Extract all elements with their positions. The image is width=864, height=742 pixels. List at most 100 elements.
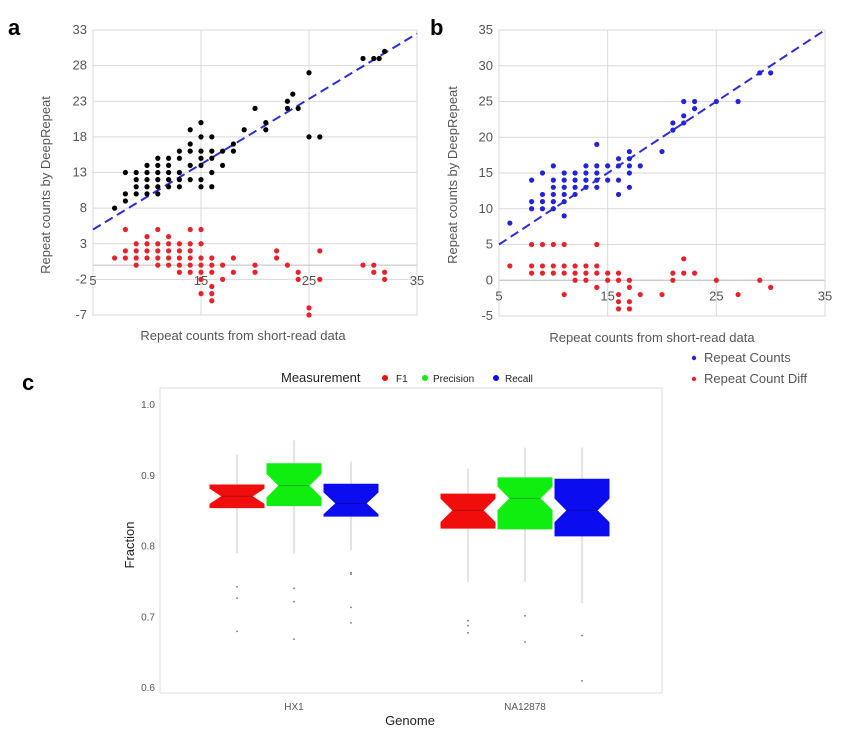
panel-b-point-repeat-counts: [681, 98, 687, 105]
panel-a-point-repeat-counts: [166, 162, 172, 168]
panel-a-point-repeat-counts: [198, 184, 204, 190]
panel-a-point-repeat-counts: [382, 48, 388, 54]
panel-a-point-repeat-counts: [166, 184, 172, 190]
panel-a-point-repeat-counts: [209, 184, 215, 190]
panel-a-point-repeat-counts: [133, 169, 139, 176]
panel-b-point-repeat-count-diff: [561, 270, 567, 276]
panel-a-x-tick-label: 35: [410, 273, 424, 288]
panel-c-x-ticks: HX1 NA12878: [284, 702, 546, 713]
panel-a-point-repeat-counts: [252, 105, 258, 111]
panel-c-boxes: [209, 440, 610, 682]
panel-c-y-tick-label: 0.8: [141, 542, 155, 553]
panel-b-x-tick-label: 15: [600, 288, 614, 303]
panel-b-point-repeat-count-diff: [615, 291, 622, 298]
panel-b-point-repeat-counts: [539, 191, 546, 198]
panel-a-fit-line: [92, 32, 418, 231]
panel-a-point-repeat-counts: [144, 177, 150, 183]
box-precision-hx1-outlier: [293, 587, 295, 590]
panel-b-point-repeat-count-diff: [735, 291, 741, 298]
panel-b-point-repeat-counts: [529, 206, 535, 212]
panel-a-point-repeat-count-diff: [209, 283, 215, 290]
panel-b-point-repeat-counts: [550, 163, 556, 169]
panel-b-point-repeat-count-diff: [539, 270, 546, 276]
panel-b-point-repeat-counts: [659, 148, 665, 155]
panel-b-point-repeat-count-diff: [594, 263, 600, 269]
panel-b-y-tick-label: -5: [481, 308, 493, 323]
panel-a-point-repeat-counts: [133, 177, 139, 183]
box-recall-na12878-outlier: [581, 634, 583, 637]
panel-a-point-repeat-count-diff: [274, 255, 280, 261]
panel-a-point-repeat-counts: [176, 169, 182, 176]
panel-a-point-repeat-counts: [176, 155, 182, 161]
panel-b-point-repeat-count-diff: [550, 263, 556, 269]
panel-b-point-repeat-count-diff: [713, 277, 719, 283]
panel-b-point-repeat-count-diff: [681, 270, 687, 276]
panel-b-point-repeat-count-diff: [539, 263, 546, 269]
panel-b-point-repeat-count-diff: [626, 306, 633, 312]
panel-c: c Measurement F1 Precision Recall 0.6 0.7…: [22, 370, 663, 728]
panel-a-point-repeat-count-diff: [187, 248, 193, 254]
panel-b-point-repeat-counts: [572, 191, 578, 198]
panel-b-point-repeat-counts: [681, 113, 687, 119]
panel-a-point-repeat-count-diff: [144, 255, 150, 261]
panel-a-y-tick-label: 33: [73, 22, 87, 37]
panel-a-point-repeat-counts: [144, 191, 150, 197]
panel-a-point-repeat-counts: [209, 148, 215, 154]
panel-b-point-repeat-count-diff: [583, 263, 589, 269]
panel-a-point-repeat-counts: [187, 162, 193, 168]
panel-a-point-repeat-counts: [371, 55, 377, 62]
panel-b-point-repeat-counts: [561, 177, 567, 183]
panel-a-point-repeat-count-diff: [198, 262, 204, 268]
panel-a-point-repeat-counts: [144, 169, 150, 176]
panel-a-point-repeat-count-diff: [155, 248, 161, 254]
panel-a-point-repeat-count-diff: [155, 241, 161, 247]
panel-a-point-repeat-count-diff: [155, 262, 161, 268]
panel-b-point-repeat-counts: [583, 170, 589, 176]
panel-a-point-repeat-count-diff: [295, 269, 301, 275]
panel-b-point-repeat-counts: [561, 184, 567, 190]
panel-b-point-repeat-count-diff: [550, 241, 556, 248]
panel-b-point-repeat-count-diff: [529, 241, 535, 248]
panel-b-point-repeat-counts: [626, 163, 633, 169]
panel-b-point-repeat-counts: [615, 191, 622, 198]
panel-a-point-repeat-counts: [176, 177, 182, 183]
panel-a-points: [112, 48, 388, 318]
panel-b-point-repeat-counts: [572, 170, 578, 176]
panel-b-point-repeat-count-diff: [572, 263, 578, 269]
panel-a-point-repeat-count-diff: [209, 255, 215, 261]
panel-a-point-repeat-counts: [198, 177, 204, 183]
panel-a-plot-frame: [92, 29, 418, 316]
panel-c-y-tick-label: 0.9: [141, 471, 155, 482]
panel-a-point-repeat-count-diff: [209, 291, 215, 297]
panel-a-point-repeat-count-diff: [166, 234, 172, 240]
panel-b-point-repeat-counts: [605, 177, 611, 183]
panel-b-point-repeat-counts: [539, 206, 546, 212]
panel-a-point-repeat-counts: [166, 155, 172, 161]
panel-c-plot-frame: [159, 387, 663, 694]
panel-b-point-repeat-count-diff: [670, 277, 676, 283]
panel-a-point-repeat-counts: [317, 134, 323, 140]
panel-a-point-repeat-counts: [198, 120, 204, 126]
panel-a-point-repeat-count-diff: [144, 234, 150, 240]
box-precision-hx1-outlier: [293, 600, 295, 603]
panel-a-point-repeat-count-diff: [284, 262, 290, 268]
panel-b-y-axis-title: Repeat counts by DeepRepeat: [445, 86, 460, 264]
panel-a-point-repeat-counts: [209, 134, 215, 140]
panel-b-point-repeat-counts: [561, 170, 567, 176]
panel-a-y-tick-label: 13: [73, 165, 87, 180]
panel-a-point-repeat-count-diff: [198, 226, 204, 233]
box-precision-na12878-outlier: [524, 641, 526, 643]
panel-b-point-repeat-count-diff: [626, 284, 633, 290]
panel-a-point-repeat-count-diff: [382, 276, 388, 282]
panel-b-point-repeat-counts: [550, 184, 556, 190]
panel-b-point-repeat-count-diff: [626, 299, 633, 305]
box-recall-hx1-outlier: [350, 571, 352, 574]
panel-b-point-repeat-count-diff: [572, 277, 578, 283]
panel-a-y-tick-label: -7: [75, 307, 87, 322]
panel-a-point-repeat-count-diff: [187, 255, 193, 261]
panel-b-point-repeat-count-diff: [529, 270, 535, 276]
